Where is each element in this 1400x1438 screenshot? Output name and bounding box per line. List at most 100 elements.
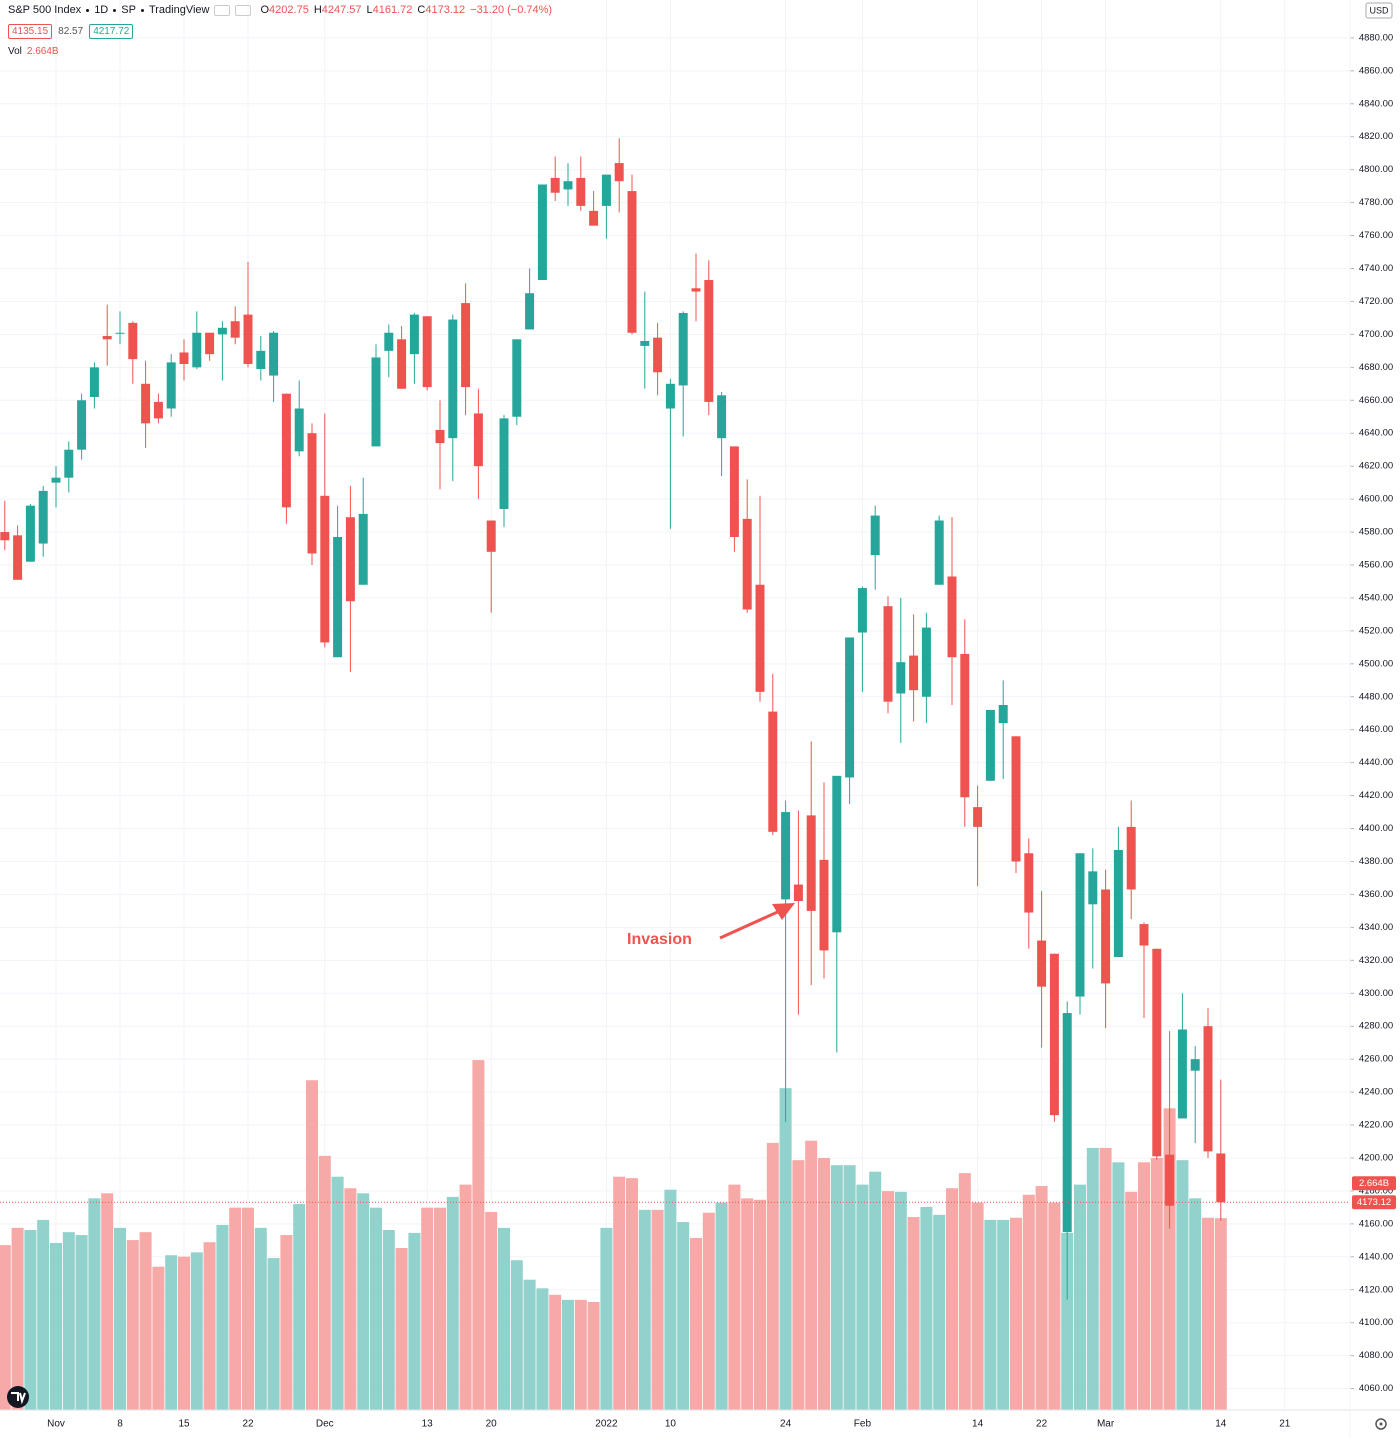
volume-bar [139,1232,152,1410]
volume-bar [152,1266,165,1410]
ohlc-item: H4247.57 [314,4,362,16]
volume-bar [280,1235,293,1410]
y-tick-label: 4380.00 [1359,856,1393,867]
volume-bar [574,1299,587,1410]
volume-bar [1061,1232,1074,1410]
icon[interactable] [235,4,252,16]
volume-bar [984,1219,997,1410]
candle-body [1075,853,1085,997]
x-tick-label: 14 [972,1419,984,1430]
candle-body [678,312,688,386]
volume-bar [216,1224,229,1410]
volume-bar [293,1204,306,1410]
ohlc-key: C [417,4,426,16]
separator [86,8,90,12]
candle-body [205,332,215,355]
volume-bar [894,1191,907,1410]
price-tag [1352,1195,1396,1210]
candle-body [512,339,522,417]
volume-bar [690,1237,702,1410]
candle-body [781,812,791,900]
volume-bar [485,1212,498,1410]
x-tick-label: 2022 [595,1419,618,1430]
volume-bar [741,1198,754,1410]
y-tick-label: 4120.00 [1359,1284,1393,1295]
candle-body [793,884,803,902]
candle-body [1088,871,1098,905]
volume-bar [549,1294,562,1410]
candle-body [243,314,253,365]
volume-bar [1022,1194,1035,1410]
volume-bar [254,1227,267,1410]
volume-bar [357,1193,370,1410]
candle-body [960,653,970,798]
volume-bar [856,1184,869,1410]
volume-bar [587,1302,600,1410]
ask[interactable]: 4217.72 [89,24,134,39]
y-tick-label: 4260.00 [1359,1054,1393,1065]
volume-bar [677,1222,690,1410]
candle-body [371,357,381,447]
y-tick-label: 4860.00 [1359,65,1393,76]
candle-body [1062,1013,1072,1233]
volume-bar [472,1060,485,1410]
candle-body [294,408,304,452]
candle-body [77,400,87,450]
volume-bar [971,1202,984,1410]
x-tick-label: 15 [178,1419,190,1430]
candle-body [896,662,906,694]
volume-bar [779,1088,792,1410]
y-tick-label: 4740.00 [1359,263,1393,274]
symbol[interactable]: S&P 500 Index [8,4,82,16]
candle-body [230,321,240,338]
ohlc-key: L [366,4,373,16]
y-tick-label: 4820.00 [1359,131,1393,142]
volume-bar [600,1227,613,1410]
volume-bar [1086,1147,1099,1410]
candle-body [89,367,99,397]
icon[interactable] [214,4,231,16]
volume-bar [1125,1191,1138,1410]
candle-body [166,362,176,409]
currency-box[interactable] [1365,2,1393,19]
volume-bar [997,1219,1010,1410]
candle-body [115,332,125,334]
candle-body [550,177,560,193]
exchange: SP [121,4,136,16]
candle-body [64,449,74,478]
candle-body [25,505,35,562]
volume-bar [1035,1186,1048,1410]
candle-body [704,280,714,402]
x-tick-label: Dec [316,1419,334,1430]
annotation: Invasion [627,931,692,948]
candle-body [333,536,343,658]
volume-bar [101,1193,114,1410]
candle-body [1049,953,1059,1116]
y-tick-label: 4460.00 [1359,724,1393,735]
volume-bar [344,1188,357,1410]
volume-bar [88,1198,101,1410]
bid[interactable]: 4135.15 [8,24,53,39]
candle-body [269,332,279,376]
interval[interactable]: 1D [94,4,109,16]
x-tick-label: 14 [1215,1419,1227,1430]
volume-bar [318,1155,331,1410]
candle-body [281,393,291,508]
volume-bar [408,1232,421,1410]
settings-icon[interactable] [1375,1418,1387,1430]
volume-label: Vol [8,46,22,57]
volume-tag-label: 2.664B [1359,1178,1389,1189]
y-tick-label: 4060.00 [1359,1383,1393,1394]
candle-body [384,332,394,351]
candle-body [665,383,675,409]
volume-bar [830,1165,843,1410]
volume-bar [1112,1162,1125,1410]
ohlc-key: H [313,4,322,16]
candle-body [486,520,496,552]
candle-body [461,303,471,388]
candle-body [985,709,995,781]
volume-bar [523,1279,536,1410]
candle-body [192,332,202,368]
y-tick-label: 4240.00 [1359,1087,1393,1098]
